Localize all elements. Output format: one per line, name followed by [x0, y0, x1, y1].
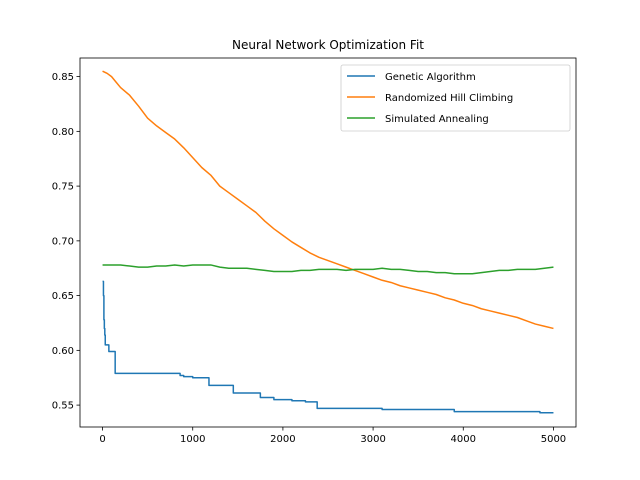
y-axis: 0.55 0.60 0.65 0.70 0.75 0.80 0.85	[52, 72, 80, 412]
series-line-2	[102, 264, 554, 275]
legend: Genetic Algorithm Randomized Hill Climbin…	[340, 64, 571, 132]
y-tick-label: 0.75	[52, 182, 74, 193]
x-tick-label: 0	[99, 434, 105, 445]
legend-label-1: Randomized Hill Climbing	[385, 93, 513, 104]
axes-frame	[79, 57, 577, 428]
x-tick-label: 3000	[360, 434, 385, 445]
x-tick-label: 4000	[451, 434, 476, 445]
y-tick-label: 0.55	[52, 401, 74, 412]
y-tick-label: 0.70	[52, 236, 74, 247]
series-layer	[102, 70, 554, 414]
y-tick-label: 0.85	[52, 72, 74, 83]
x-tick-label: 2000	[270, 434, 295, 445]
x-axis: 0 1000 2000 3000 4000 5000	[99, 427, 566, 445]
chart-title: Neural Network Optimization Fit	[232, 38, 424, 52]
x-tick-label: 1000	[180, 434, 205, 445]
x-tick-label: 5000	[541, 434, 566, 445]
legend-box	[340, 64, 571, 132]
y-tick-label: 0.60	[52, 346, 74, 357]
series-line-0	[102, 280, 554, 414]
legend-label-2: Simulated Annealing	[385, 114, 489, 125]
y-tick-label: 0.80	[52, 127, 74, 138]
plot-area: 0 1000 2000 3000 4000 5000 0.550.600.650.700.…	[52, 57, 577, 445]
legend-label-0: Genetic Algorithm	[385, 72, 476, 83]
y-tick-label: 0.65	[52, 291, 74, 302]
series-line-1	[102, 70, 554, 330]
